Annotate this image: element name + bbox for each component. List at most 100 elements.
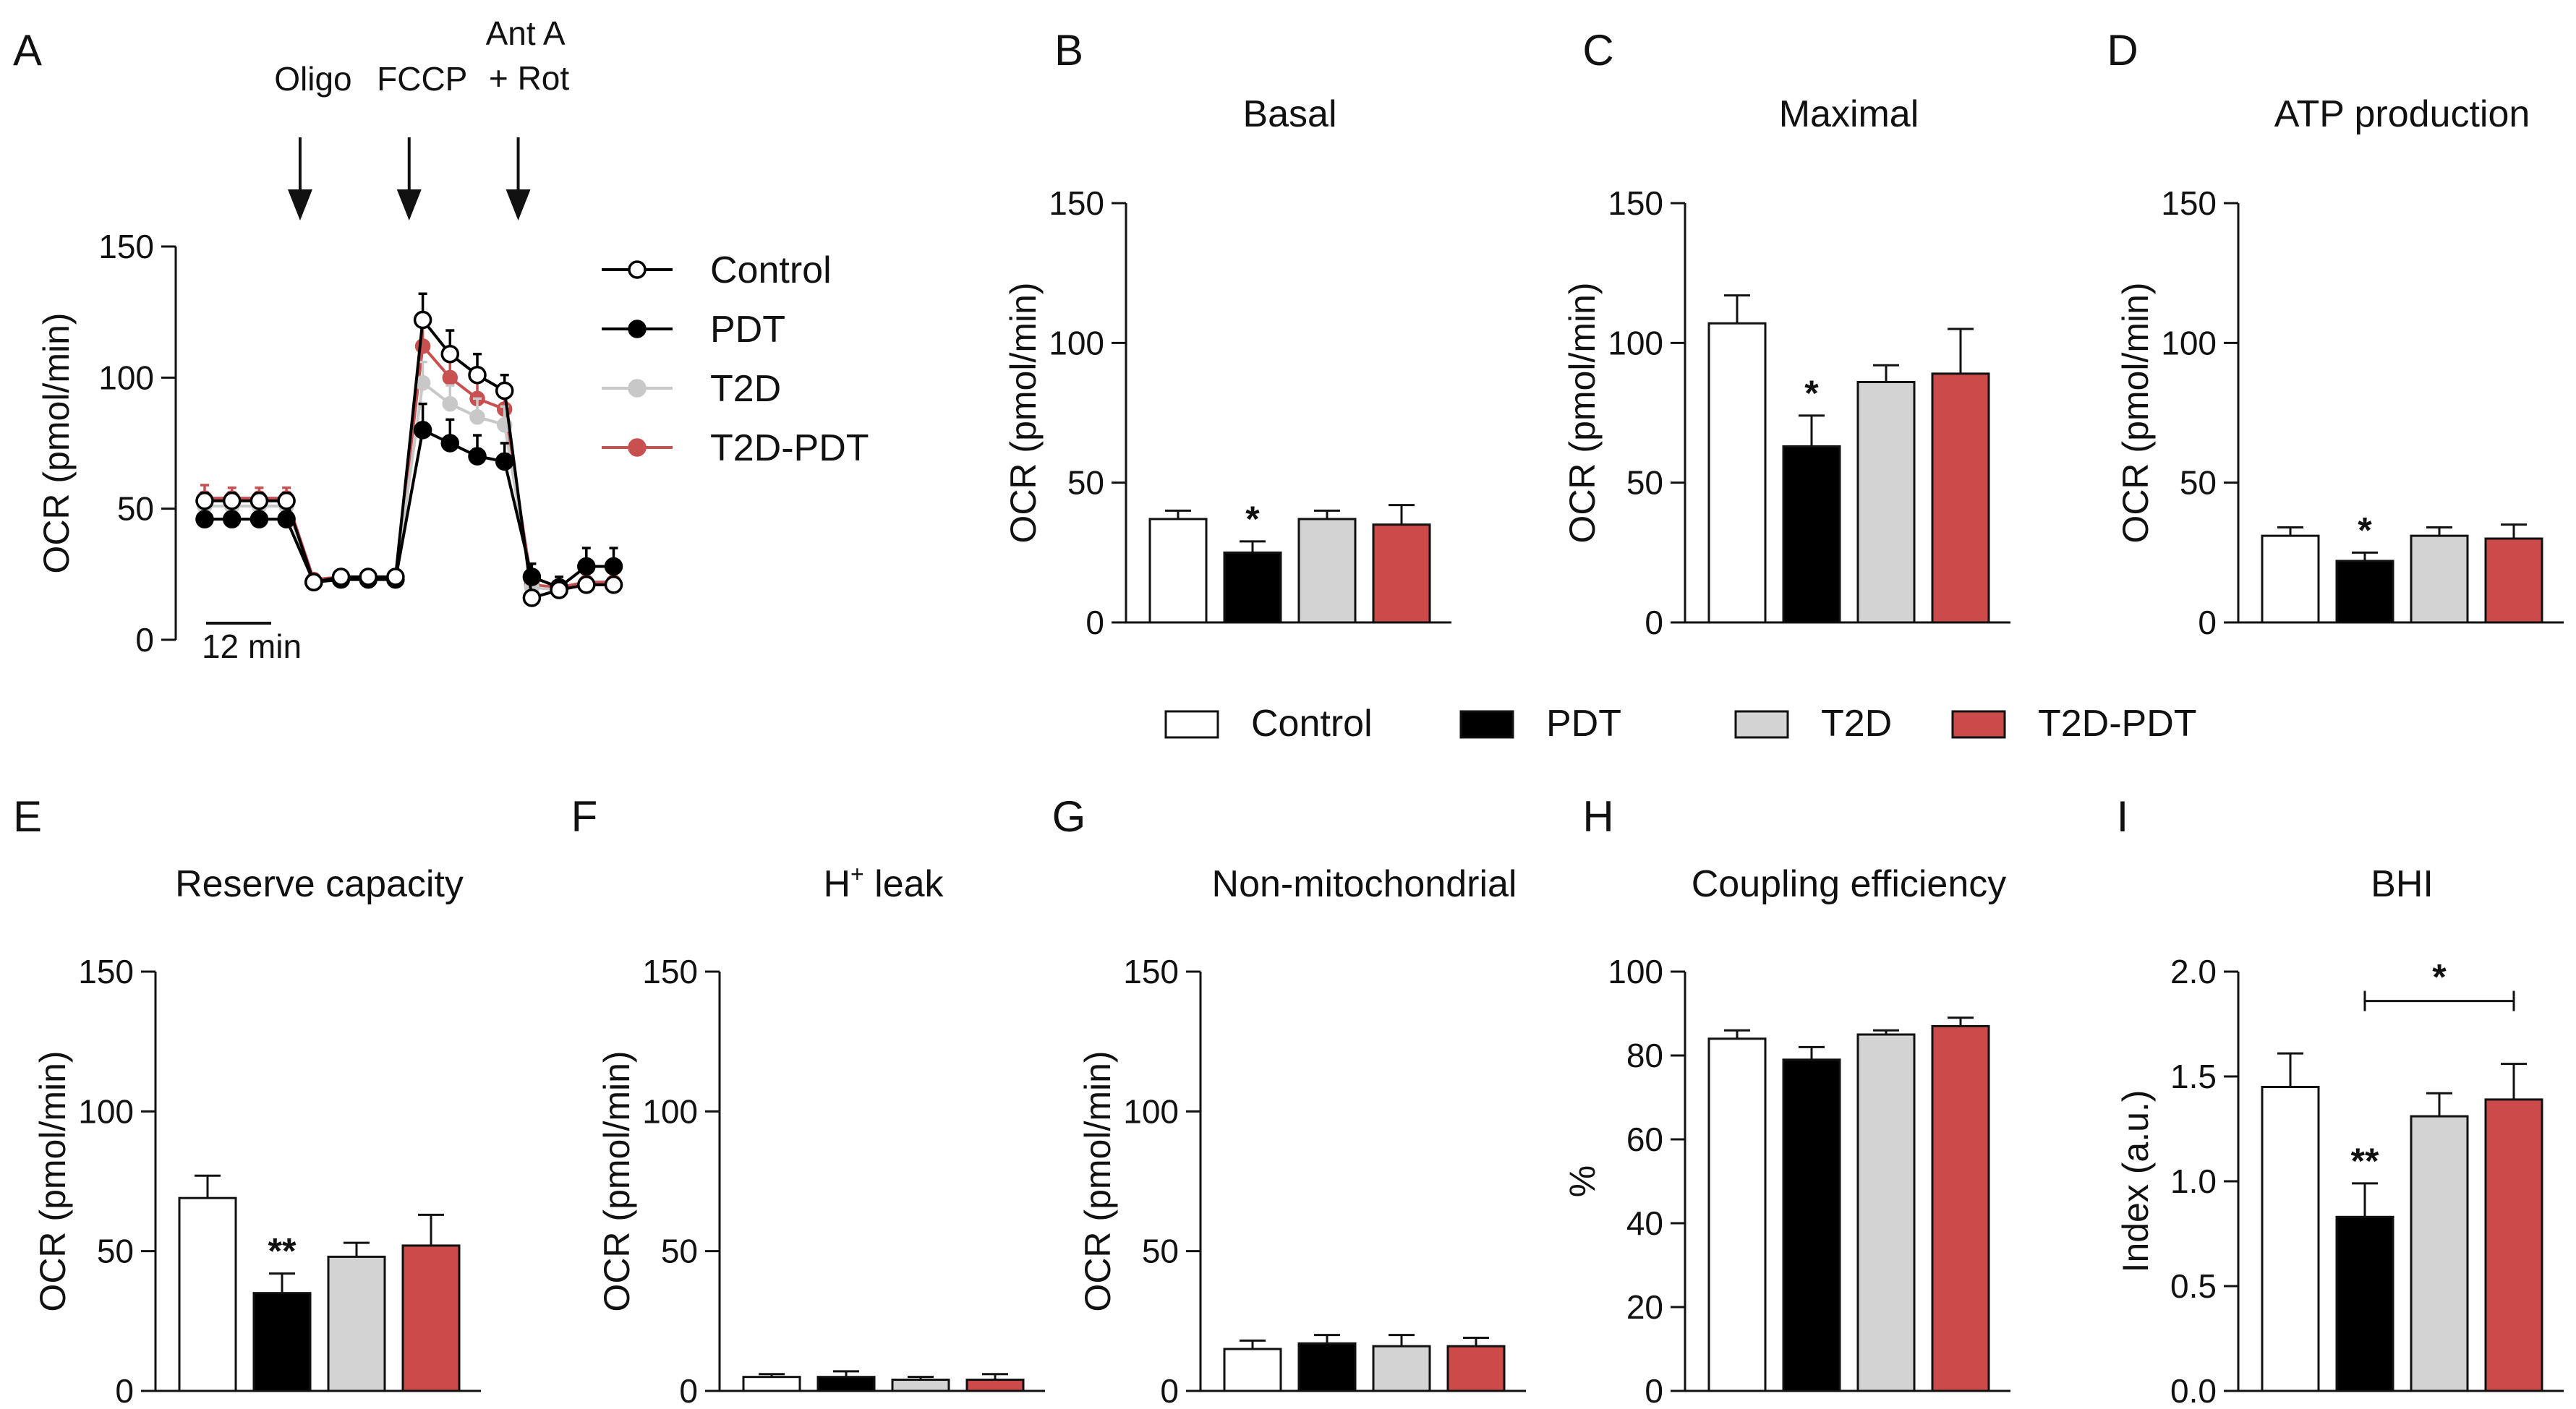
y-tick-label: 150 [2161, 184, 2217, 222]
data-point [277, 492, 296, 510]
data-point [495, 452, 514, 471]
significance-star: * [2358, 510, 2372, 550]
panel-title: Coupling efficiency [1692, 863, 2007, 905]
y-tick-label: 0 [1086, 604, 1104, 641]
data-point [250, 492, 269, 510]
y-tick-label: 150 [1608, 184, 1663, 222]
y-tick-label: 100 [1123, 1092, 1179, 1130]
legend-marker-control [628, 260, 647, 279]
data-point [359, 568, 378, 586]
data-point [222, 510, 242, 528]
title-superscript: + [850, 861, 864, 887]
panel-title: ATP production [2274, 93, 2530, 135]
data-point [468, 365, 487, 385]
legend-bars: Control PDT T2D T2D-PDT [1164, 703, 2197, 745]
y-axis-label: OCR (pmol/min) [1003, 282, 1044, 543]
legend-label-pdt: PDT [1546, 703, 1621, 745]
data-point [495, 381, 514, 401]
y-tick-label: 0 [1160, 1372, 1179, 1409]
title-rest: leak [864, 863, 944, 905]
panel-H: H 0 20 40 60 80 100% Coupling efficiency [1562, 792, 2010, 1409]
y-tick-label: 150 [1123, 953, 1179, 990]
bar-t2d-pdt [965, 1379, 1025, 1392]
injection-label-2: + Rot [489, 59, 569, 97]
bar-t2d-pdt [1931, 1024, 1990, 1392]
bar-t2d [1856, 1033, 1916, 1392]
injection-label: FCCP [377, 60, 467, 98]
significance-star: * [1245, 499, 1260, 539]
legend-swatch-t2dpdt [1951, 710, 2006, 739]
panel-letter-B: B [1054, 26, 1083, 74]
panel-C: C 0 50 100 150 OCR (pmol/min) Maximal * [1562, 26, 2010, 641]
y-tick-label: 1.5 [2170, 1058, 2217, 1095]
panel-letter-G: G [1052, 792, 1086, 841]
data-point [604, 575, 623, 594]
panel-B: B 0 50 100 150 OCR (pmol/min) Basal * [1003, 26, 1451, 641]
data-point [413, 421, 432, 440]
data-point [331, 568, 351, 586]
bar-t2d-pdt [2484, 537, 2543, 624]
data-point [550, 581, 568, 599]
y-axis-label: OCR (pmol/min) [597, 1050, 637, 1311]
data-point [604, 557, 623, 576]
bar-t2d [2410, 534, 2469, 624]
bar-control [1707, 322, 1767, 624]
panel-title: H+ leak [823, 861, 944, 905]
y-tick-label: 50 [1142, 1233, 1179, 1270]
bar-control [2261, 534, 2320, 624]
series-line [205, 316, 614, 600]
y-tick-label: 50 [97, 1233, 134, 1270]
data-point [442, 395, 459, 412]
data-point [195, 510, 214, 528]
data-point [222, 492, 242, 510]
data-point [442, 369, 459, 386]
significance-star: ** [2351, 1141, 2379, 1181]
y-tick-label: 50 [1067, 464, 1104, 502]
bar-t2d [2410, 1115, 2469, 1392]
y-tick-label: 1.0 [2170, 1162, 2217, 1200]
bar-t2d-pdt [1446, 1345, 1506, 1392]
panel-letter-A: A [13, 26, 42, 74]
bar-t2d [891, 1379, 950, 1392]
bar-control [178, 1196, 237, 1392]
y-axis-label: Index (a.u.) [2115, 1090, 2156, 1273]
y-tick-label: 150 [78, 953, 134, 990]
y-tick-label: 100 [642, 1092, 698, 1130]
panel-G: G 0 50 100 150 OCR (pmol/min) Non-mitochondria… [1052, 792, 1526, 1409]
significance-star: * [1804, 373, 1819, 414]
bar-control [1707, 1037, 1767, 1392]
series-control [195, 292, 623, 607]
legend-swatch-control [1164, 710, 1219, 739]
series-line [205, 380, 614, 592]
bar-pdt [1223, 551, 1282, 624]
data-point [469, 408, 485, 425]
scalebar-label: 12 min [202, 628, 302, 665]
panel-A: A 0 50 100 150 OCR (pmol/min) 12 min Oligo FCCP A… [13, 14, 623, 665]
y-tick-label: 0 [679, 1372, 698, 1409]
panel-letter-H: H [1582, 792, 1613, 841]
significance-star: ** [268, 1231, 297, 1272]
y-tick-label: 150 [642, 953, 698, 990]
data-point [577, 557, 596, 576]
legend-marker-t2dpdt [628, 438, 647, 457]
data-point [522, 588, 542, 607]
data-point [250, 510, 269, 528]
legend-label-t2d: T2D [1821, 703, 1892, 745]
legend-label-pdt: PDT [710, 309, 785, 351]
y-tick-label: 60 [1626, 1121, 1663, 1158]
y-tick-label: 80 [1626, 1037, 1663, 1074]
y-tick-label: 50 [661, 1233, 698, 1270]
injection-arrow-head [506, 189, 531, 220]
panel-letter-F: F [571, 792, 598, 841]
bar-pdt [1297, 1342, 1357, 1392]
y-axis-label: OCR (pmol/min) [1078, 1050, 1118, 1311]
y-tick-label: 150 [1049, 184, 1104, 222]
y-tick-label: 100 [2161, 324, 2217, 361]
panel-title: BHI [2371, 863, 2434, 905]
panel-letter-E: E [13, 792, 42, 841]
data-point [304, 573, 323, 591]
panel-F: F 0 50 100 150 OCR (pmol/min) H+ leak [571, 792, 1045, 1409]
bar-t2d [327, 1255, 386, 1392]
bar-t2d [1372, 1345, 1431, 1392]
